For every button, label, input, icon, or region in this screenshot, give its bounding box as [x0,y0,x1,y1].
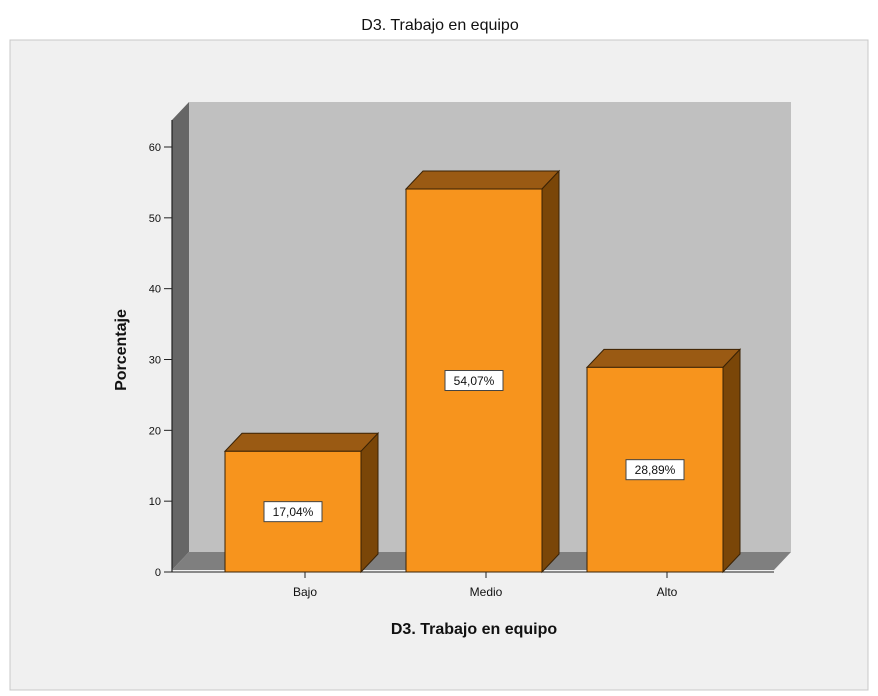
bar-side-face [541,169,560,574]
x-tick-label: Bajo [293,585,317,599]
y-tick-label: 60 [149,142,161,154]
bar-top-face [585,348,742,368]
y-tick-label: 50 [149,213,161,225]
y-tick-label: 10 [149,496,161,508]
y-tick-label: 30 [149,355,161,367]
data-label-box [263,501,323,523]
x-axis-ticks: Bajo Medio Alto [293,572,678,599]
data-label: 54,07% [454,374,495,388]
bar-top-face [404,170,561,190]
x-axis-title: D3. Trabajo en equipo [391,621,557,638]
y-tick-label: 20 [149,425,161,437]
bar-alto: 28,89% [585,348,742,574]
data-label: 28,89% [635,463,676,477]
plot-left-wall [172,102,189,570]
y-tick-label: 0 [155,567,161,579]
chart-title: D3. Trabajo en equipo [361,17,519,34]
x-tick-label: Alto [657,585,678,599]
y-tick-label: 40 [149,284,161,296]
x-tick-label: Medio [470,585,503,599]
y-axis-ticks: 0 10 20 30 40 50 60 [149,142,172,579]
data-label-box [625,459,685,481]
bar-top-face [223,432,380,452]
bar-medio: 54,07% [404,169,561,574]
bar-side-face [360,432,379,574]
y-axis-title: Porcentaje [113,309,130,391]
bars-group: 17,04% 54,07% 28,89% [223,169,742,574]
bar-bajo: 17,04% [223,432,380,574]
data-label-box [444,370,504,392]
data-label: 17,04% [273,505,314,519]
bar-side-face [722,348,741,574]
